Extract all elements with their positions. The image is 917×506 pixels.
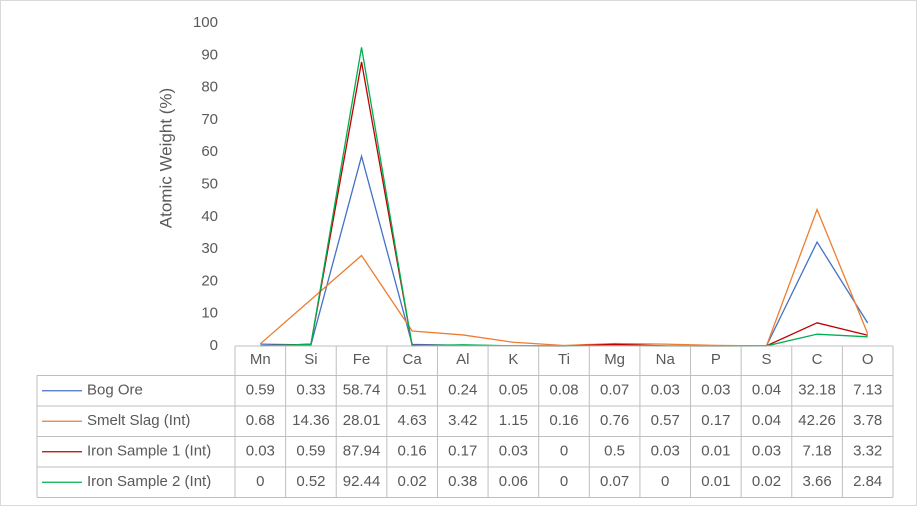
table-cell: 0.03 [651, 382, 680, 399]
legend-label: Smelt Slag (Int) [87, 412, 190, 429]
table-cell: 0.5 [604, 443, 625, 460]
x-tick-label: C [812, 351, 823, 368]
x-tick-label: Fe [353, 351, 371, 368]
table-cell: 28.01 [343, 412, 381, 429]
table-cell: 0.03 [246, 443, 275, 460]
table-cell: 0.01 [701, 473, 730, 490]
y-axis-title: Atomic Weight (%) [156, 88, 175, 228]
table-cell: 0.51 [398, 382, 427, 399]
table-cell: 3.66 [802, 473, 831, 490]
y-tick-label: 70 [201, 111, 218, 128]
table-cell: 0.02 [752, 473, 781, 490]
table-cell: 0.33 [296, 382, 325, 399]
table-cell: 3.42 [448, 412, 477, 429]
table-cell: 1.15 [499, 412, 528, 429]
table-cell: 0.76 [600, 412, 629, 429]
y-tick-label: 30 [201, 240, 218, 257]
table-cell: 0 [661, 473, 669, 490]
table-cell: 0.16 [549, 412, 578, 429]
table-cell: 0.01 [701, 443, 730, 460]
x-tick-label: Ti [558, 351, 570, 368]
table-cell: 2.84 [853, 473, 882, 490]
y-tick-label: 10 [201, 305, 218, 322]
table-cell: 0.03 [651, 443, 680, 460]
x-tick-label: Ca [403, 351, 423, 368]
x-tick-label: O [862, 351, 874, 368]
table-cell: 0.68 [246, 412, 275, 429]
table-cell: 14.36 [292, 412, 330, 429]
table-cell: 87.94 [343, 443, 381, 460]
table-cell: 0.04 [752, 382, 781, 399]
table-cell: 0.16 [398, 443, 427, 460]
table-cell: 0 [560, 443, 568, 460]
x-tick-label: S [761, 351, 771, 368]
table-cell: 0.06 [499, 473, 528, 490]
y-tick-label: 50 [201, 175, 218, 192]
table-cell: 0.17 [448, 443, 477, 460]
table-cell: 58.74 [343, 382, 381, 399]
table-cell: 0.08 [549, 382, 578, 399]
table-cell: 0.04 [752, 412, 781, 429]
table-cell: 42.26 [798, 412, 836, 429]
legend-label: Iron Sample 2 (Int) [87, 473, 211, 490]
table-cell: 0.03 [499, 443, 528, 460]
table-cell: 32.18 [798, 382, 836, 399]
y-tick-label: 40 [201, 208, 218, 225]
table-cell: 7.13 [853, 382, 882, 399]
x-tick-label: Na [656, 351, 676, 368]
table-cell: 0.03 [701, 382, 730, 399]
x-tick-label: K [508, 351, 518, 368]
legend-label: Iron Sample 1 (Int) [87, 443, 211, 460]
x-tick-label: Al [456, 351, 469, 368]
table-cell: 0.07 [600, 473, 629, 490]
y-tick-label: 60 [201, 143, 218, 160]
x-tick-label: P [711, 351, 721, 368]
x-tick-label: Si [304, 351, 317, 368]
y-tick-label: 100 [193, 14, 218, 31]
table-cell: 0.02 [398, 473, 427, 490]
table-cell: 3.32 [853, 443, 882, 460]
x-tick-label: Mn [250, 351, 271, 368]
table-cell: 0.59 [296, 443, 325, 460]
table-cell: 0.52 [296, 473, 325, 490]
y-tick-label: 90 [201, 46, 218, 63]
table-cell: 0.38 [448, 473, 477, 490]
y-tick-label: 80 [201, 79, 218, 96]
table-cell: 0.07 [600, 382, 629, 399]
x-tick-label: Mg [604, 351, 625, 368]
y-tick-label: 0 [210, 337, 218, 354]
table-cell: 0.05 [499, 382, 528, 399]
table-cell: 0.17 [701, 412, 730, 429]
legend-label: Bog Ore [87, 382, 143, 399]
table-cell: 3.78 [853, 412, 882, 429]
table-cell: 0 [256, 473, 264, 490]
table-cell: 7.18 [802, 443, 831, 460]
table-cell: 92.44 [343, 473, 381, 490]
table-cell: 4.63 [398, 412, 427, 429]
table-cell: 0 [560, 473, 568, 490]
table-cell: 0.59 [246, 382, 275, 399]
y-tick-label: 20 [201, 272, 218, 289]
table-cell: 0.03 [752, 443, 781, 460]
table-cell: 0.57 [651, 412, 680, 429]
table-cell: 0.24 [448, 382, 477, 399]
